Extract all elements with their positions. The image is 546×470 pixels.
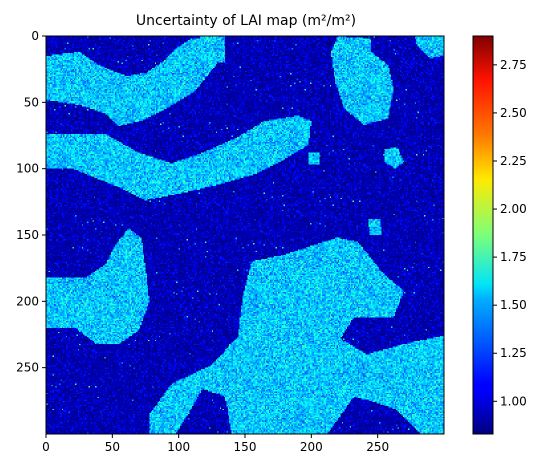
x-tick-label: 100 bbox=[167, 440, 190, 454]
colorbar-tick-label: 2.75 bbox=[500, 58, 527, 72]
chart-title: Uncertainty of LAI map (m²/m²) bbox=[136, 13, 356, 29]
colorbar-tick-label: 1.50 bbox=[500, 298, 527, 312]
y-tick-label: 50 bbox=[24, 95, 39, 109]
colorbar-tick-label: 2.50 bbox=[500, 106, 527, 120]
y-tick-label: 250 bbox=[16, 361, 39, 375]
colorbar-tick-label: 1.75 bbox=[500, 250, 527, 264]
colorbar-tick-label: 2.25 bbox=[500, 154, 527, 168]
colorbar-tick-label: 1.00 bbox=[500, 394, 527, 408]
colorbar-tick-label: 2.00 bbox=[500, 202, 527, 216]
x-axis-ticks: 0 50 100 150 200 250 bbox=[42, 434, 389, 454]
y-tick-label: 200 bbox=[16, 294, 39, 308]
x-tick-label: 0 bbox=[42, 440, 50, 454]
heatmap-image bbox=[46, 36, 444, 434]
y-tick-label: 0 bbox=[31, 29, 39, 43]
x-tick-label: 250 bbox=[366, 440, 389, 454]
x-tick-label: 150 bbox=[234, 440, 257, 454]
y-tick-label: 150 bbox=[16, 228, 39, 242]
y-axis-ticks: 0 50 100 150 200 250 bbox=[16, 29, 46, 375]
colorbar-tick-label: 1.25 bbox=[500, 346, 527, 360]
x-tick-label: 200 bbox=[300, 440, 323, 454]
colorbar-ticks: 1.00 1.25 1.50 1.75 2.00 2.25 2.50 2.75 bbox=[493, 58, 527, 408]
x-tick-label: 50 bbox=[105, 440, 120, 454]
colorbar bbox=[472, 35, 494, 435]
y-tick-label: 100 bbox=[16, 162, 39, 176]
